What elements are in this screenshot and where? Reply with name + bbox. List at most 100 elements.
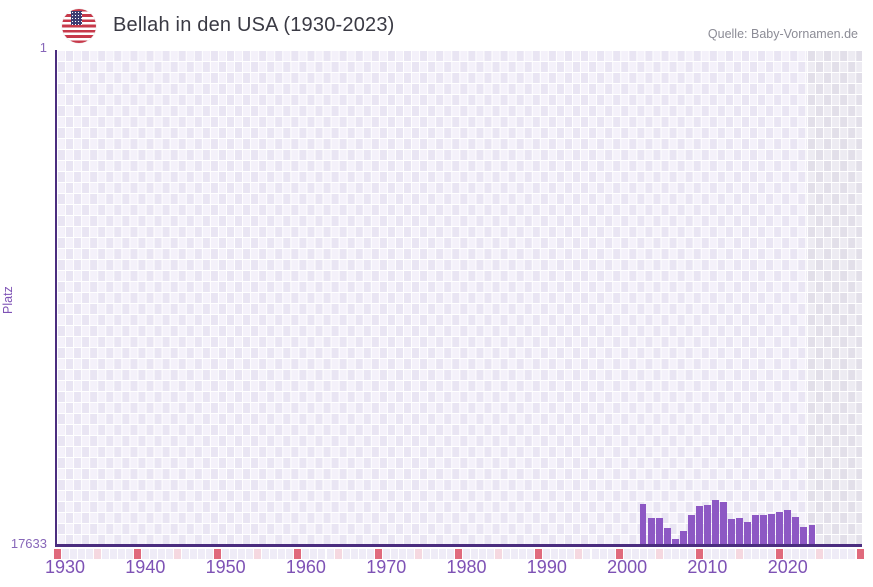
bar-2012[interactable] bbox=[720, 502, 727, 544]
strip-cell-half-decade bbox=[495, 549, 503, 559]
bar-2020[interactable] bbox=[784, 510, 792, 544]
no-data-band bbox=[806, 50, 862, 544]
strip-cell-half-decade bbox=[254, 549, 262, 559]
strip-cell-half-decade bbox=[334, 549, 342, 559]
strip-cell bbox=[479, 549, 487, 559]
x-tick-2010: 2010 bbox=[687, 557, 728, 577]
strip-cell bbox=[446, 549, 454, 559]
strip-cell bbox=[800, 549, 808, 559]
strip-cell bbox=[109, 549, 117, 559]
bar-2002[interactable] bbox=[639, 503, 647, 544]
flag-canton bbox=[70, 10, 83, 25]
strip-cell-half-decade bbox=[736, 549, 744, 559]
strip-cell-decade bbox=[695, 549, 703, 559]
strip-cell bbox=[503, 549, 511, 559]
strip-cell bbox=[808, 549, 816, 559]
bar-2004[interactable] bbox=[655, 518, 663, 544]
strip-cell bbox=[784, 549, 792, 559]
bar-2018[interactable] bbox=[768, 514, 775, 544]
strip-cell bbox=[350, 549, 358, 559]
strip-cell bbox=[286, 549, 294, 559]
bar-2023[interactable] bbox=[808, 524, 816, 544]
strip-cell bbox=[599, 549, 607, 559]
strip-cell bbox=[61, 549, 69, 559]
bar-2006[interactable] bbox=[672, 538, 679, 544]
bar-2010[interactable] bbox=[704, 504, 711, 544]
strip-cell-decade bbox=[776, 549, 784, 559]
strip-cell bbox=[543, 549, 551, 559]
bar-2022[interactable] bbox=[800, 527, 808, 544]
strip-cell bbox=[238, 549, 246, 559]
strip-cell-decade bbox=[214, 549, 222, 559]
strip-cell bbox=[687, 549, 695, 559]
bar-2015[interactable] bbox=[744, 522, 751, 544]
page-title: Bellah in den USA (1930-2023) bbox=[113, 14, 395, 36]
strip-cell bbox=[190, 549, 197, 559]
bar-2016[interactable] bbox=[752, 515, 759, 544]
strip-cell bbox=[744, 549, 752, 559]
strip-cell bbox=[583, 549, 591, 559]
bar-2009[interactable] bbox=[696, 506, 703, 544]
source-credit: Quelle: Baby-Vornamen.de bbox=[707, 27, 858, 41]
strip-cell bbox=[230, 549, 238, 559]
strip-cell bbox=[222, 549, 230, 559]
strip-cell bbox=[639, 549, 647, 559]
strip-cell-decade bbox=[856, 549, 864, 559]
strip-cell bbox=[117, 549, 125, 559]
bar-2011[interactable] bbox=[712, 499, 719, 544]
bar-2005[interactable] bbox=[663, 528, 671, 544]
strip-cell bbox=[840, 549, 848, 559]
strip-cell bbox=[519, 549, 527, 559]
strip-cell-decade bbox=[294, 549, 302, 559]
bar-2003[interactable] bbox=[647, 517, 655, 544]
strip-cell bbox=[85, 549, 93, 559]
plot-area bbox=[57, 50, 862, 544]
bar-2008[interactable] bbox=[688, 514, 695, 544]
strip-cell-decade bbox=[374, 549, 382, 559]
strip-cell bbox=[832, 549, 840, 559]
strip-cell bbox=[326, 549, 334, 559]
bar-2013[interactable] bbox=[728, 518, 735, 544]
strip-cell bbox=[463, 549, 471, 559]
strip-cell bbox=[366, 549, 374, 559]
strip-cell-half-decade bbox=[414, 549, 422, 559]
strip-cell-decade bbox=[455, 549, 462, 559]
x-tick-labels: 1930 1940 1950 1960 1970 1980 1990 2000 2010 2020 bbox=[0, 557, 873, 579]
strip-cell bbox=[487, 549, 495, 559]
strip-cell bbox=[824, 549, 832, 559]
strip-cell bbox=[792, 549, 800, 559]
strip-cell bbox=[198, 549, 206, 559]
strip-cell bbox=[471, 549, 479, 559]
strip-cell bbox=[318, 549, 326, 559]
strip-cell bbox=[607, 549, 615, 559]
strip-cell bbox=[406, 549, 414, 559]
strip-cell-half-decade bbox=[575, 549, 583, 559]
strip-cell bbox=[149, 549, 157, 559]
strip-cell bbox=[206, 549, 214, 559]
strip-cell bbox=[310, 549, 318, 559]
strip-cell-decade bbox=[535, 549, 543, 559]
bar-2014[interactable] bbox=[736, 518, 743, 544]
bar-2019[interactable] bbox=[776, 512, 783, 544]
strip-cell bbox=[703, 549, 711, 559]
strip-cell bbox=[125, 549, 133, 559]
strip-cell bbox=[165, 549, 173, 559]
y-tick-top: 1 bbox=[39, 40, 47, 55]
strip-cell bbox=[623, 549, 631, 559]
strip-cell bbox=[711, 549, 719, 559]
bar-2017[interactable] bbox=[760, 515, 767, 544]
strip-cell bbox=[358, 549, 366, 559]
strip-cell bbox=[302, 549, 310, 559]
strip-cell-half-decade bbox=[93, 549, 101, 559]
strip-cell bbox=[567, 549, 575, 559]
strip-cell-half-decade bbox=[173, 549, 181, 559]
bars-layer bbox=[57, 50, 862, 544]
bar-2021[interactable] bbox=[792, 517, 800, 544]
bar-2007[interactable] bbox=[680, 531, 687, 544]
x-tick-1980: 1980 bbox=[446, 557, 487, 577]
y-tick-bottom: 17633 bbox=[10, 536, 47, 551]
y-axis-title: Platz bbox=[1, 286, 15, 314]
strip-cell bbox=[157, 549, 165, 559]
strip-cell bbox=[663, 549, 671, 559]
